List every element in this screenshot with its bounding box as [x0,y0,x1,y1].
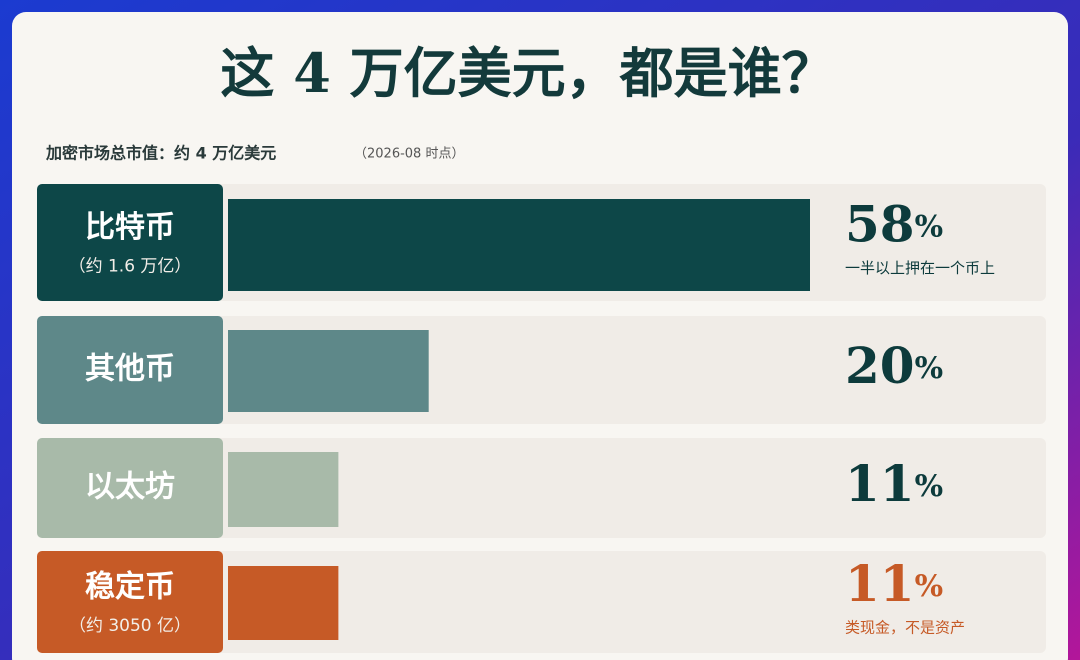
subtitle: 加密市场总市值：约 4 万亿美元 [45,144,276,163]
value-label: 58% [845,195,943,254]
category-box [37,438,223,538]
chart-title: 这 4 万亿美元，都是谁？ [220,41,835,105]
annotation: 类现金，不是资产 [845,619,965,637]
category-label: 以太坊 [85,470,175,505]
category-box [37,184,223,301]
category-label: 比特币 [85,210,175,245]
category-note: （约 1.6 万亿） [69,257,192,277]
bar [228,330,429,412]
category-box [37,316,223,424]
value-label: 11% [845,554,943,613]
value-label: 11% [845,454,943,513]
subtitle-note: （2026-08 时点） [354,147,464,162]
category-box [37,551,223,653]
category-label: 其他币 [85,352,175,387]
value-label: 20% [845,336,943,395]
category-note: （约 3050 亿） [69,616,191,636]
category-label: 稳定币 [85,570,175,605]
bar [228,566,339,640]
bar [228,199,810,291]
bar [228,452,339,527]
annotation: 一半以上押在一个币上 [845,259,995,277]
